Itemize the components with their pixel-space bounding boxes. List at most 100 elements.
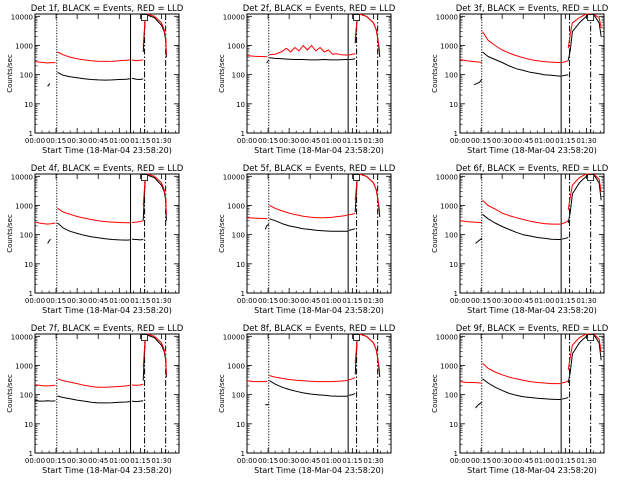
y-axis-label: Counts/sec	[431, 54, 439, 93]
series-line-lld	[57, 207, 131, 224]
y-tick-label: 10000	[223, 333, 245, 341]
chart-panel-det-8: Det 8f, BLACK = Events, RED = LLD 1 10 100 1…	[218, 324, 396, 475]
x-axis-label: Start Time (18-Mar-04 23:58:20)	[42, 306, 172, 315]
x-tick-label: 00:45	[300, 297, 320, 305]
x-tick-label: 00:45	[88, 137, 108, 145]
chart-title: Det 5f, BLACK = Events, RED = LLD	[243, 164, 396, 174]
x-tick-label: 01:15	[555, 137, 575, 145]
x-tick-label: 01:15	[130, 297, 150, 305]
y-tick-label: 1000	[440, 202, 458, 210]
series-line-events	[264, 223, 270, 230]
y-tick-label: 100	[20, 72, 33, 80]
x-tick-label: 00:15	[46, 137, 66, 145]
series-line-events	[567, 173, 602, 224]
x-tick-label: 00:30	[279, 297, 299, 305]
series-line-events	[266, 59, 270, 64]
plot-frame	[459, 173, 605, 294]
y-tick-label: 10000	[436, 173, 458, 181]
series-line-lld	[561, 380, 569, 384]
y-tick-label: 100	[445, 72, 458, 80]
x-tick-label: 01:00	[109, 457, 129, 465]
x-tick-label: 01:15	[555, 297, 575, 305]
x-tick-label: 01:30	[363, 137, 383, 145]
series-line-events	[57, 222, 131, 241]
series-line-events	[131, 238, 144, 241]
series-line-lld	[482, 199, 562, 225]
y-tick-label: 1000	[15, 202, 33, 210]
plot-frame	[34, 333, 180, 454]
x-tick-label: 00:00	[237, 457, 257, 465]
x-tick-label: 00:00	[450, 137, 470, 145]
x-tick-label: 00:00	[25, 457, 45, 465]
series-line-lld	[246, 217, 268, 220]
series-line-events	[475, 237, 483, 244]
series-line-lld	[269, 205, 349, 219]
chart-title: Det 7f, BLACK = Events, RED = LLD	[31, 324, 184, 334]
y-tick-label: 1	[29, 290, 33, 298]
y-tick-label: 1	[454, 130, 458, 138]
chart-panel-det-9: Det 9f, BLACK = Events, RED = LLD 1 10 100 1…	[431, 324, 609, 475]
y-tick-label: 10	[449, 261, 458, 269]
x-tick-label: 01:15	[130, 457, 150, 465]
flag-marker-icon	[353, 174, 360, 181]
flag-marker-icon	[353, 334, 360, 341]
series-line-events	[561, 397, 569, 400]
y-tick-label: 10000	[436, 333, 458, 341]
series-line-events	[473, 78, 483, 86]
y-tick-label: 10	[236, 261, 245, 269]
x-tick-label: 01:30	[576, 297, 596, 305]
series-line-lld	[567, 333, 602, 371]
y-tick-label: 100	[20, 232, 33, 240]
y-tick-label: 10	[236, 101, 245, 109]
chart-title: Det 4f, BLACK = Events, RED = LLD	[31, 164, 184, 174]
x-tick-label: 01:00	[109, 137, 129, 145]
series-line-lld	[57, 378, 131, 388]
flag-marker-icon	[141, 334, 148, 341]
series-line-lld	[482, 31, 562, 63]
x-tick-label: 01:30	[151, 297, 171, 305]
x-tick-label: 00:30	[492, 137, 512, 145]
x-tick-label: 00:30	[279, 457, 299, 465]
y-tick-label: 100	[232, 232, 245, 240]
x-tick-label: 00:15	[471, 297, 491, 305]
series-line-events	[131, 77, 144, 80]
x-tick-label: 00:30	[492, 297, 512, 305]
y-tick-label: 1000	[227, 202, 245, 210]
y-tick-label: 10	[24, 101, 33, 109]
series-line-lld	[269, 375, 349, 383]
plot-frame	[34, 13, 180, 134]
x-axis-label: Start Time (18-Mar-04 23:58:20)	[467, 146, 597, 155]
y-tick-label: 1	[454, 290, 458, 298]
x-tick-label: 00:00	[450, 457, 470, 465]
x-tick-label: 01:30	[576, 137, 596, 145]
x-tick-label: 00:15	[471, 457, 491, 465]
plot-frame	[459, 333, 605, 454]
x-tick-label: 00:30	[67, 297, 87, 305]
chart-panel-det-4: Det 4f, BLACK = Events, RED = LLD 1 10 100 1…	[6, 164, 184, 315]
series-line-lld	[269, 45, 349, 56]
x-tick-label: 01:30	[576, 457, 596, 465]
series-line-events	[482, 378, 562, 400]
x-tick-label: 00:00	[25, 137, 45, 145]
x-axis-label: Start Time (18-Mar-04 23:58:20)	[254, 466, 384, 475]
series-line-events	[348, 392, 356, 396]
x-axis-label: Start Time (18-Mar-04 23:58:20)	[42, 466, 172, 475]
series-line-events	[57, 71, 131, 81]
y-tick-label: 10	[236, 421, 245, 429]
series-line-lld	[348, 377, 356, 381]
chart-title: Det 6f, BLACK = Events, RED = LLD	[456, 164, 609, 174]
x-tick-label: 00:15	[258, 457, 278, 465]
x-tick-label: 00:15	[258, 137, 278, 145]
x-tick-label: 00:45	[88, 297, 108, 305]
series-line-lld	[34, 384, 56, 387]
series-line-events	[47, 238, 51, 244]
series-line-lld	[131, 220, 144, 223]
flag-marker-icon	[587, 334, 595, 341]
series-line-events	[567, 13, 602, 61]
x-axis-label: Start Time (18-Mar-04 23:58:20)	[254, 146, 384, 155]
x-tick-label: 01:30	[363, 457, 383, 465]
y-tick-label: 10000	[436, 13, 458, 21]
x-axis-label: Start Time (18-Mar-04 23:58:20)	[42, 146, 172, 155]
chart-title: Det 2f, BLACK = Events, RED = LLD	[243, 4, 396, 14]
